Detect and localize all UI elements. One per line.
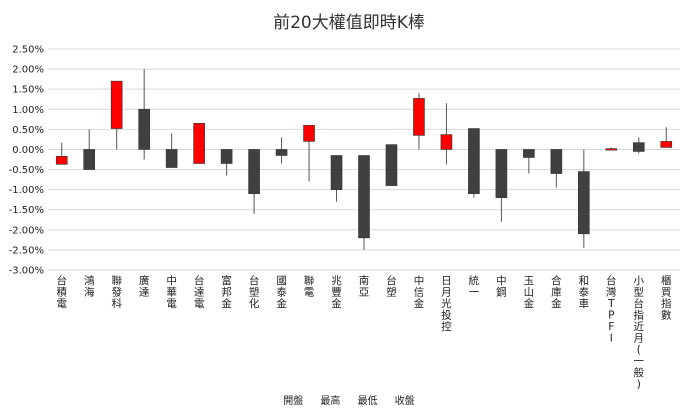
x-tick-label: 富邦金 bbox=[221, 274, 232, 310]
y-tick-label: -2.00% bbox=[9, 225, 44, 236]
x-tick-label: 中信金 bbox=[414, 274, 425, 310]
x-tick-label: 台灣 T P F I bbox=[606, 274, 617, 345]
x-tick-label: 台達電 bbox=[194, 274, 205, 310]
candle-body bbox=[193, 123, 205, 164]
x-tick-label: 和泰車 bbox=[579, 275, 590, 310]
candle-body bbox=[578, 171, 590, 235]
y-tick-label: -0.50% bbox=[9, 165, 44, 176]
candle-body bbox=[275, 149, 288, 156]
x-tick-label: 統一 bbox=[469, 274, 480, 299]
candle-body bbox=[605, 148, 618, 151]
y-tick-label: 0.50% bbox=[12, 125, 44, 136]
x-tick-label: 台塑 bbox=[386, 274, 397, 299]
candle-body bbox=[220, 149, 233, 164]
x-tick-label: 小型台指近月(一般) bbox=[634, 275, 645, 391]
candle-body bbox=[495, 149, 508, 198]
legend-high: 最高 bbox=[320, 396, 341, 407]
x-tick-label: 中鋼 bbox=[496, 274, 507, 299]
chart-title: 前20大權值即時K棒 bbox=[273, 13, 425, 33]
y-tick-label: -1.50% bbox=[9, 205, 44, 216]
candle-body bbox=[413, 98, 425, 136]
y-tick-label: -1.00% bbox=[9, 185, 44, 196]
y-tick-label: 2.00% bbox=[12, 65, 44, 76]
legend-open: 開盤 bbox=[283, 396, 304, 407]
x-tick-label: 櫃買指數 bbox=[661, 274, 672, 322]
candle-body bbox=[83, 149, 96, 170]
candle-body bbox=[385, 144, 398, 186]
x-tick-label: 南亞 bbox=[359, 274, 370, 299]
candle-body bbox=[165, 149, 178, 168]
x-tick-label: 台積電 bbox=[56, 274, 67, 310]
y-tick-label: 2.50% bbox=[12, 45, 44, 56]
x-tick-label: 聯電 bbox=[304, 275, 315, 299]
candle-body bbox=[358, 155, 370, 239]
legend-low: 最低 bbox=[357, 396, 378, 407]
candle-body bbox=[632, 142, 645, 152]
candle-body bbox=[523, 149, 535, 158]
x-tick-label: 中華電 bbox=[166, 274, 177, 310]
y-tick-label: 0.00% bbox=[12, 145, 44, 156]
candle-body bbox=[248, 149, 260, 194]
x-tick-label: 合庫金 bbox=[551, 274, 562, 310]
candle-body bbox=[330, 155, 343, 190]
candle-body bbox=[110, 80, 123, 129]
x-tick-label: 台塑化 bbox=[249, 274, 260, 310]
y-tick-label: 1.00% bbox=[12, 105, 44, 116]
x-tick-label: 國泰金 bbox=[276, 275, 287, 310]
y-tick-label: 1.50% bbox=[12, 85, 44, 96]
candle-body bbox=[138, 108, 150, 150]
candle-body bbox=[468, 128, 480, 194]
y-tick-label: -2.50% bbox=[9, 245, 44, 256]
candle-body bbox=[303, 125, 315, 142]
x-tick-label: 廣達 bbox=[139, 274, 150, 299]
x-tick-label: 兆豐金 bbox=[331, 275, 342, 310]
x-tick-label: 聯發科 bbox=[111, 275, 122, 310]
candle-body bbox=[660, 141, 673, 148]
legend-close: 收盤 bbox=[394, 396, 415, 407]
candle-body bbox=[440, 134, 453, 150]
x-tick-label: 鴻海 bbox=[84, 274, 95, 299]
x-tick-label: 玉山金 bbox=[524, 275, 535, 310]
x-tick-label: 日月光投控 bbox=[441, 275, 452, 333]
candle-body bbox=[550, 149, 563, 174]
candle-body bbox=[55, 155, 68, 165]
chart-legend: 開盤 最高 最低 收盤 bbox=[0, 392, 698, 407]
y-tick-label: -3.00% bbox=[9, 266, 44, 277]
